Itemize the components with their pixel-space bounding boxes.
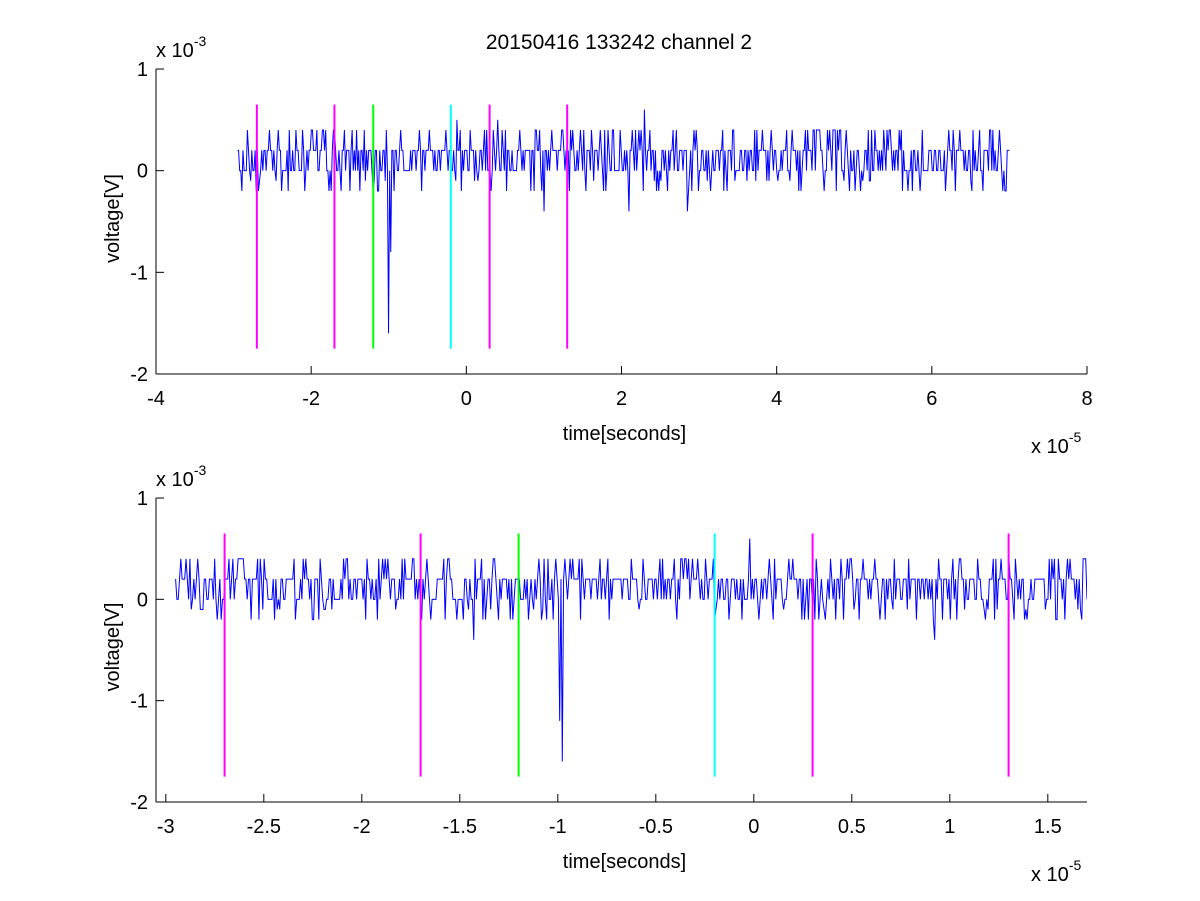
x-tick-label: 6 — [926, 388, 937, 410]
y-tick-label: -2 — [130, 364, 148, 386]
x-tick-label: 1 — [944, 816, 955, 838]
x-tick-label: -0.5 — [639, 816, 673, 838]
top-plot: -4 -2 0 2 4 6 8-2-101time[seconds]voltage[V]x … — [102, 33, 1093, 458]
y-tick-label: 0 — [137, 161, 148, 183]
x-exponent-label: x 10-5 — [1031, 429, 1081, 458]
x-axis-label: time[seconds] — [563, 423, 686, 445]
x-tick-label: 4 — [771, 388, 782, 410]
y-tick-label: -1 — [130, 691, 148, 713]
y-exponent-label: x 10-3 — [156, 33, 206, 62]
x-tick-label: -4 — [147, 388, 165, 410]
y-axis-label: voltage[V] — [102, 603, 124, 692]
x-tick-label: 0 — [748, 816, 759, 838]
x-exponent-label: x 10-5 — [1031, 857, 1081, 886]
y-tick-label: -2 — [130, 792, 148, 814]
y-exponent-base: x 10 — [156, 40, 194, 62]
x-exponent-power: -5 — [1069, 857, 1082, 873]
bottom-plot: -3 -2.5 -2 -1.5 -1 -0.5 0 0.5 1 1.5 -2 -1 0 1 time[sec… — [102, 462, 1087, 886]
x-tick-label: -2.5 — [247, 816, 281, 838]
x-tick-label: -2 — [353, 816, 371, 838]
x-tick-label: 2 — [616, 388, 627, 410]
x-tick-label: 1.5 — [1034, 816, 1062, 838]
signal-trace — [237, 109, 1010, 334]
x-tick-label: -1 — [549, 816, 567, 838]
x-tick-label: -2 — [302, 388, 320, 410]
x-tick-label: 0 — [461, 388, 472, 410]
y-tick-label: -1 — [130, 262, 148, 284]
x-exponent-base: x 10 — [1031, 864, 1069, 886]
y-exponent-label: x 10-3 — [156, 462, 206, 491]
y-tick-label: 1 — [137, 488, 148, 510]
y-tick-label: 1 — [137, 59, 148, 81]
signal-trace — [175, 538, 1087, 762]
y-tick-label: 0 — [137, 589, 148, 611]
x-tick-label: -1.5 — [443, 816, 477, 838]
x-axis-label: time[seconds] — [563, 851, 686, 873]
y-exponent-base: x 10 — [156, 469, 194, 491]
y-exponent-power: -3 — [194, 33, 207, 49]
y-axis-label: voltage[V] — [102, 174, 124, 263]
x-tick-label: 0.5 — [838, 816, 866, 838]
x-tick-label: -3 — [157, 816, 175, 838]
figure-title: 20150416 133242 channel 2 — [486, 31, 752, 54]
x-exponent-power: -5 — [1069, 429, 1082, 445]
x-tick-label: 8 — [1081, 388, 1092, 410]
y-exponent-power: -3 — [194, 462, 207, 478]
x-exponent-base: x 10 — [1031, 436, 1069, 458]
